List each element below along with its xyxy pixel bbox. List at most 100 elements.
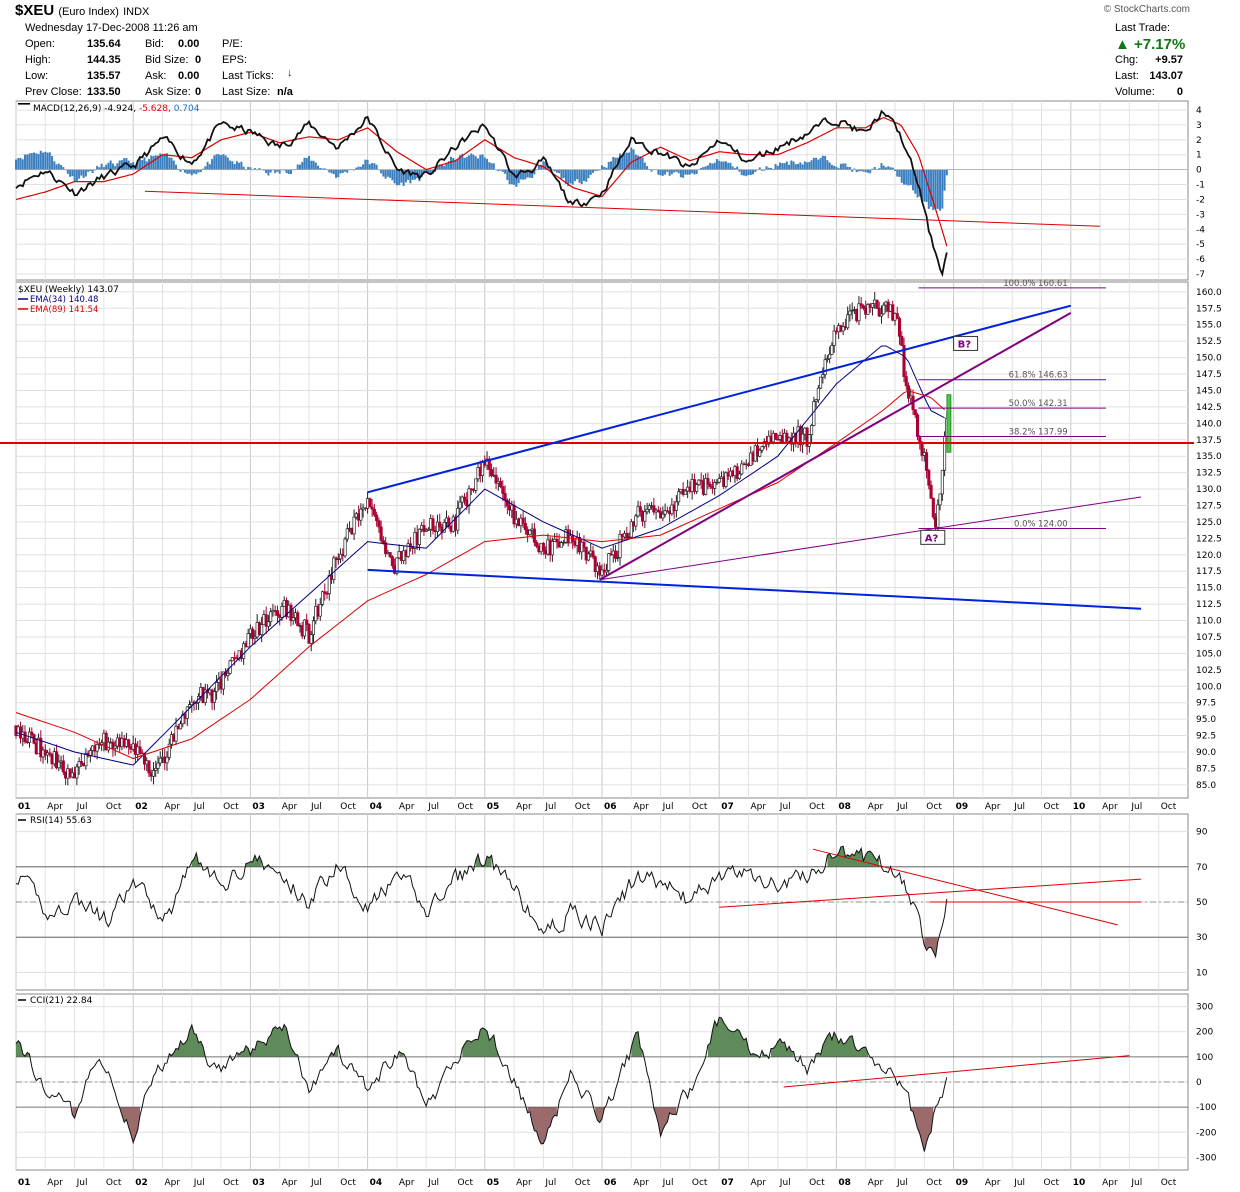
macd-histogram-bar <box>69 169 72 177</box>
price-candle-body <box>927 470 931 486</box>
price-candle-body <box>499 480 503 487</box>
macd-histogram-bar <box>242 166 245 170</box>
macd-histogram-bar <box>184 169 187 173</box>
price-candle-body <box>431 518 435 531</box>
down-tick-icon: ↓ <box>287 67 293 79</box>
price-candle-body <box>859 303 863 307</box>
x-tick-label: Jul <box>544 1178 556 1188</box>
cci-overbought-fill <box>771 1038 794 1057</box>
macd-histogram-bar <box>542 161 545 170</box>
lower-channel-line <box>367 568 1142 610</box>
macd-histogram-bar <box>400 169 403 183</box>
macd-histogram-bar <box>625 152 628 170</box>
macd-y-tick: -6 <box>1196 255 1205 265</box>
macd-histogram-bar <box>513 169 516 185</box>
macd-histogram-bar <box>226 157 229 170</box>
price-candle-body <box>345 528 349 540</box>
price-candle-body <box>320 591 325 605</box>
macd-histogram-bar <box>711 163 714 170</box>
macd-histogram-bar <box>770 167 773 170</box>
macd-histogram-bar <box>411 169 414 180</box>
x-tick-label: Apr <box>751 802 767 812</box>
macd-histogram-bar <box>222 154 225 170</box>
fib-level-pct: 0.0% <box>1014 519 1036 529</box>
macd-histogram-bar <box>815 157 818 170</box>
x-tick-label: 07 <box>721 1178 734 1188</box>
price-candle-body <box>841 326 845 332</box>
price-candle-body <box>857 303 861 322</box>
cci-overbought-fill <box>16 1040 30 1057</box>
price-candle-body <box>384 542 388 555</box>
macd-histogram-bar <box>305 158 308 170</box>
price-y-tick: 90.0 <box>1196 748 1216 758</box>
macd-histogram-bar <box>650 169 653 172</box>
x-tick-label: 09 <box>956 802 969 812</box>
cci-overbought-fill <box>816 1032 868 1057</box>
macd-histogram-bar <box>909 169 912 186</box>
price-candle-body <box>555 539 559 543</box>
macd-y-tick: 1 <box>1196 151 1202 161</box>
macd-histogram-bar <box>357 166 360 170</box>
macd-histogram-bar <box>623 153 626 170</box>
macd-histogram-bar <box>39 150 42 170</box>
rsi-y-tick: 90 <box>1196 828 1208 838</box>
price-candle-body <box>819 376 823 389</box>
x-tick-label: Apr <box>516 1178 532 1188</box>
price-candle-body <box>814 399 818 402</box>
macd-histogram-bar <box>688 169 691 175</box>
macd-histogram-bar <box>42 152 45 170</box>
x-tick-label: Oct <box>106 802 122 812</box>
chg-value: +9.57 <box>1155 54 1183 66</box>
price-candle-body <box>302 619 307 637</box>
macd-histogram-bar <box>247 166 250 170</box>
price-candle-body <box>861 305 865 309</box>
macd-histogram-bar <box>682 169 685 178</box>
price-candle-body <box>900 335 904 346</box>
cci-y-tick: -100 <box>1196 1103 1217 1113</box>
macd-histogram-bar <box>799 162 802 170</box>
x-tick-label: Apr <box>868 802 884 812</box>
macd-histogram-bar <box>229 160 232 170</box>
macd-histogram-bar <box>107 162 110 170</box>
price-candle-body <box>291 617 295 622</box>
price-candle-body <box>940 469 944 495</box>
macd-histogram-bar <box>851 169 854 172</box>
macd-histogram-bar <box>233 163 236 170</box>
macd-histogram-bar <box>425 169 428 172</box>
price-y-tick: 105.0 <box>1196 649 1222 659</box>
macd-histogram-bar <box>44 151 47 170</box>
macd-histogram-bar <box>628 152 631 170</box>
macd-histogram-bar <box>217 154 220 170</box>
price-candle-body <box>925 452 929 471</box>
price-candle-body <box>158 757 162 764</box>
macd-histogram-bar <box>298 164 301 170</box>
macd-line <box>15 109 948 278</box>
macd-legend-hist-value: 0.704 <box>174 104 200 114</box>
cci-trend-line <box>783 1055 1130 1088</box>
macd-histogram-bar <box>749 169 752 176</box>
macd-histogram-bar <box>91 169 94 173</box>
macd-histogram-bar <box>501 169 504 172</box>
price-candle-body <box>253 636 257 639</box>
cci-y-tick: 100 <box>1196 1053 1213 1063</box>
ask-value: 0.00 <box>178 70 200 82</box>
chart-title: $XEU (Euro Index) INDX <box>15 2 149 19</box>
macd-histogram-bar <box>362 164 365 170</box>
chg-label: Chg: <box>1115 54 1139 66</box>
macd-histogram-bar <box>869 169 872 174</box>
ask-size-label: Ask Size: <box>145 86 191 98</box>
macd-histogram-bar <box>544 161 547 170</box>
last-trade-label: Last Trade: <box>1115 22 1171 34</box>
macd-histogram-bar <box>607 161 610 170</box>
price-candle-body <box>846 314 850 329</box>
price-candle-body <box>931 497 935 518</box>
macd-histogram-bar <box>98 167 101 170</box>
macd-histogram-bar <box>637 155 640 170</box>
price-candle-body <box>656 509 660 512</box>
macd-histogram-bar <box>195 169 198 175</box>
price-candle-body <box>343 538 347 557</box>
x-tick-label: Apr <box>47 802 63 812</box>
price-candle-body <box>550 541 554 556</box>
macd-y-tick: -1 <box>1196 181 1205 191</box>
macd-histogram-bar <box>188 169 191 174</box>
